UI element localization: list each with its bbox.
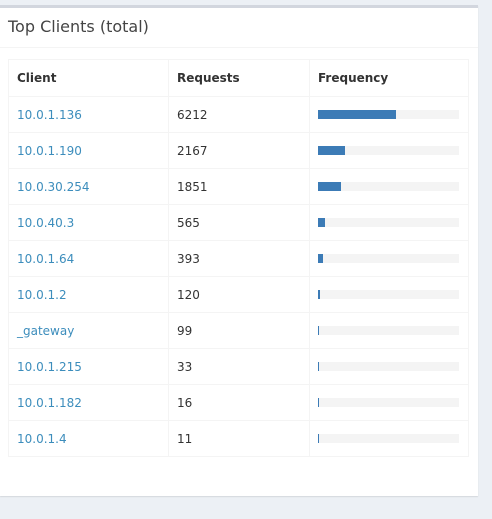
table-row: 10.0.1.136 6212 bbox=[8, 96, 469, 133]
frequency-cell bbox=[309, 204, 469, 241]
frequency-cell bbox=[309, 348, 469, 385]
column-header-frequency: Frequency bbox=[309, 59, 469, 97]
requests-cell: 120 bbox=[168, 276, 310, 313]
client-link[interactable]: 10.0.1.182 bbox=[17, 395, 82, 410]
client-cell: 10.0.1.2 bbox=[8, 276, 169, 313]
clients-table-wrapper: Client Requests Frequency 10.0.1.136 621… bbox=[8, 59, 469, 457]
table-header-row: Client Requests Frequency bbox=[8, 59, 469, 97]
table-row: 10.0.1.215 33 bbox=[8, 348, 469, 385]
client-link[interactable]: 10.0.1.64 bbox=[17, 251, 75, 266]
requests-cell: 99 bbox=[168, 312, 310, 349]
frequency-bar-track bbox=[318, 398, 459, 407]
client-link[interactable]: 10.0.1.4 bbox=[17, 431, 67, 446]
frequency-cell bbox=[309, 240, 469, 277]
requests-cell: 565 bbox=[168, 204, 310, 241]
clients-table: Client Requests Frequency 10.0.1.136 621… bbox=[8, 59, 469, 457]
frequency-bar-track bbox=[318, 182, 459, 191]
box-title: Top Clients (total) bbox=[8, 17, 149, 36]
client-cell: 10.0.1.215 bbox=[8, 348, 169, 385]
client-link[interactable]: 10.0.1.136 bbox=[17, 107, 82, 122]
frequency-bar-track bbox=[318, 434, 459, 443]
requests-cell: 2167 bbox=[168, 132, 310, 169]
table-row: 10.0.1.64 393 bbox=[8, 240, 469, 277]
frequency-cell bbox=[309, 312, 469, 349]
client-cell: 10.0.1.4 bbox=[8, 420, 169, 457]
frequency-bar-fill bbox=[318, 254, 323, 263]
requests-cell: 16 bbox=[168, 384, 310, 421]
frequency-cell bbox=[309, 96, 469, 133]
client-cell: 10.0.30.254 bbox=[8, 168, 169, 205]
table-row: _gateway 99 bbox=[8, 312, 469, 349]
column-header-client: Client bbox=[8, 59, 169, 97]
frequency-bar-fill bbox=[318, 218, 326, 227]
client-cell: 10.0.40.3 bbox=[8, 204, 169, 241]
client-link[interactable]: _gateway bbox=[17, 323, 75, 338]
frequency-bar-fill bbox=[318, 110, 396, 119]
client-link[interactable]: 10.0.1.215 bbox=[17, 359, 82, 374]
frequency-bar-fill bbox=[318, 326, 320, 335]
frequency-cell bbox=[309, 276, 469, 313]
frequency-cell bbox=[309, 132, 469, 169]
frequency-bar-track bbox=[318, 254, 459, 263]
requests-cell: 11 bbox=[168, 420, 310, 457]
frequency-bar-track bbox=[318, 218, 459, 227]
requests-cell: 393 bbox=[168, 240, 310, 277]
frequency-cell bbox=[309, 384, 469, 421]
top-clients-box: Top Clients (total) Client Requests Freq… bbox=[0, 5, 478, 496]
frequency-bar-fill bbox=[318, 290, 320, 299]
client-link[interactable]: 10.0.1.2 bbox=[17, 287, 67, 302]
frequency-bar-fill bbox=[318, 146, 346, 155]
frequency-bar-track bbox=[318, 290, 459, 299]
table-row: 10.0.30.254 1851 bbox=[8, 168, 469, 205]
client-link[interactable]: 10.0.30.254 bbox=[17, 179, 90, 194]
requests-cell: 1851 bbox=[168, 168, 310, 205]
frequency-cell bbox=[309, 168, 469, 205]
client-link[interactable]: 10.0.40.3 bbox=[17, 215, 75, 230]
table-row: 10.0.1.4 11 bbox=[8, 420, 469, 457]
box-header: Top Clients (total) bbox=[0, 8, 478, 48]
client-cell: 10.0.1.136 bbox=[8, 96, 169, 133]
table-row: 10.0.40.3 565 bbox=[8, 204, 469, 241]
frequency-bar-track bbox=[318, 326, 459, 335]
table-row: 10.0.1.2 120 bbox=[8, 276, 469, 313]
client-cell: 10.0.1.190 bbox=[8, 132, 169, 169]
requests-cell: 6212 bbox=[168, 96, 310, 133]
table-row: 10.0.1.190 2167 bbox=[8, 132, 469, 169]
column-header-requests: Requests bbox=[168, 59, 310, 97]
client-cell: _gateway bbox=[8, 312, 169, 349]
frequency-cell bbox=[309, 420, 469, 457]
client-link[interactable]: 10.0.1.190 bbox=[17, 143, 82, 158]
frequency-bar-track bbox=[318, 110, 459, 119]
table-row: 10.0.1.182 16 bbox=[8, 384, 469, 421]
frequency-bar-track bbox=[318, 146, 459, 155]
client-cell: 10.0.1.64 bbox=[8, 240, 169, 277]
requests-cell: 33 bbox=[168, 348, 310, 385]
table-body: 10.0.1.136 6212 10.0.1.190 2167 10.0.30.… bbox=[8, 96, 469, 457]
frequency-bar-track bbox=[318, 362, 459, 371]
frequency-bar-fill bbox=[318, 182, 342, 191]
client-cell: 10.0.1.182 bbox=[8, 384, 169, 421]
